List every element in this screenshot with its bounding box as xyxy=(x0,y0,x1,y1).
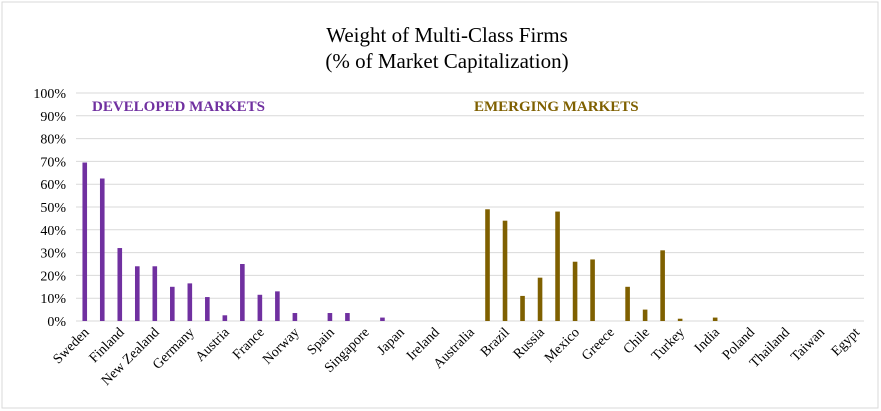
y-tick-label: 90% xyxy=(40,110,66,125)
bar xyxy=(380,317,385,321)
bar xyxy=(345,313,350,321)
y-tick-label: 100% xyxy=(33,87,66,102)
bar xyxy=(99,178,105,321)
bar xyxy=(590,259,595,321)
chart-title: Weight of Multi-Class Firms xyxy=(326,23,568,47)
bar xyxy=(187,283,193,321)
bar xyxy=(205,297,210,321)
y-tick-label: 0% xyxy=(47,315,66,330)
bar xyxy=(625,286,630,321)
bar xyxy=(555,211,560,321)
y-tick-label: 40% xyxy=(40,224,66,239)
bar xyxy=(170,286,175,321)
series-label: EMERGING MARKETS xyxy=(474,99,639,115)
bar xyxy=(275,291,280,321)
y-tick-label: 50% xyxy=(40,201,66,216)
bar xyxy=(152,266,158,321)
y-tick-label: 80% xyxy=(40,133,66,148)
y-tick-label: 30% xyxy=(40,247,66,262)
bar xyxy=(117,248,123,321)
y-tick-label: 60% xyxy=(40,178,66,193)
bar xyxy=(222,315,228,321)
bar xyxy=(642,309,648,321)
y-tick-label: 10% xyxy=(40,292,66,307)
y-tick-label: 70% xyxy=(40,155,66,170)
bar xyxy=(537,277,543,321)
bar xyxy=(240,264,245,321)
bar xyxy=(520,295,525,321)
chart-subtitle: (% of Market Capitalization) xyxy=(325,49,568,73)
bar xyxy=(677,318,683,321)
bar xyxy=(327,313,333,321)
bar xyxy=(485,209,490,321)
bar xyxy=(572,261,578,321)
y-tick-label: 20% xyxy=(40,269,66,284)
bar xyxy=(134,266,140,321)
bar xyxy=(660,250,665,321)
bar xyxy=(82,162,88,321)
bar xyxy=(502,220,508,321)
bar xyxy=(712,317,718,321)
bar xyxy=(257,294,263,321)
bar xyxy=(292,313,298,321)
series-label: DEVELOPED MARKETS xyxy=(92,99,265,115)
